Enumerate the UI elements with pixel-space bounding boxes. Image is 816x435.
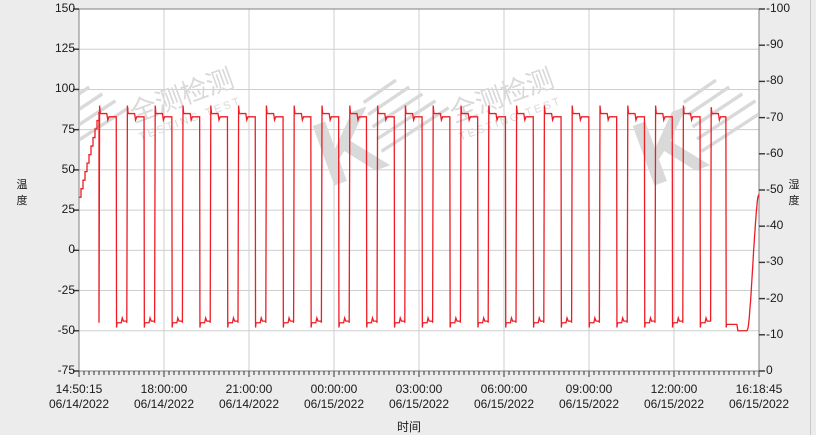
svg-text:K: K [0,88,78,207]
